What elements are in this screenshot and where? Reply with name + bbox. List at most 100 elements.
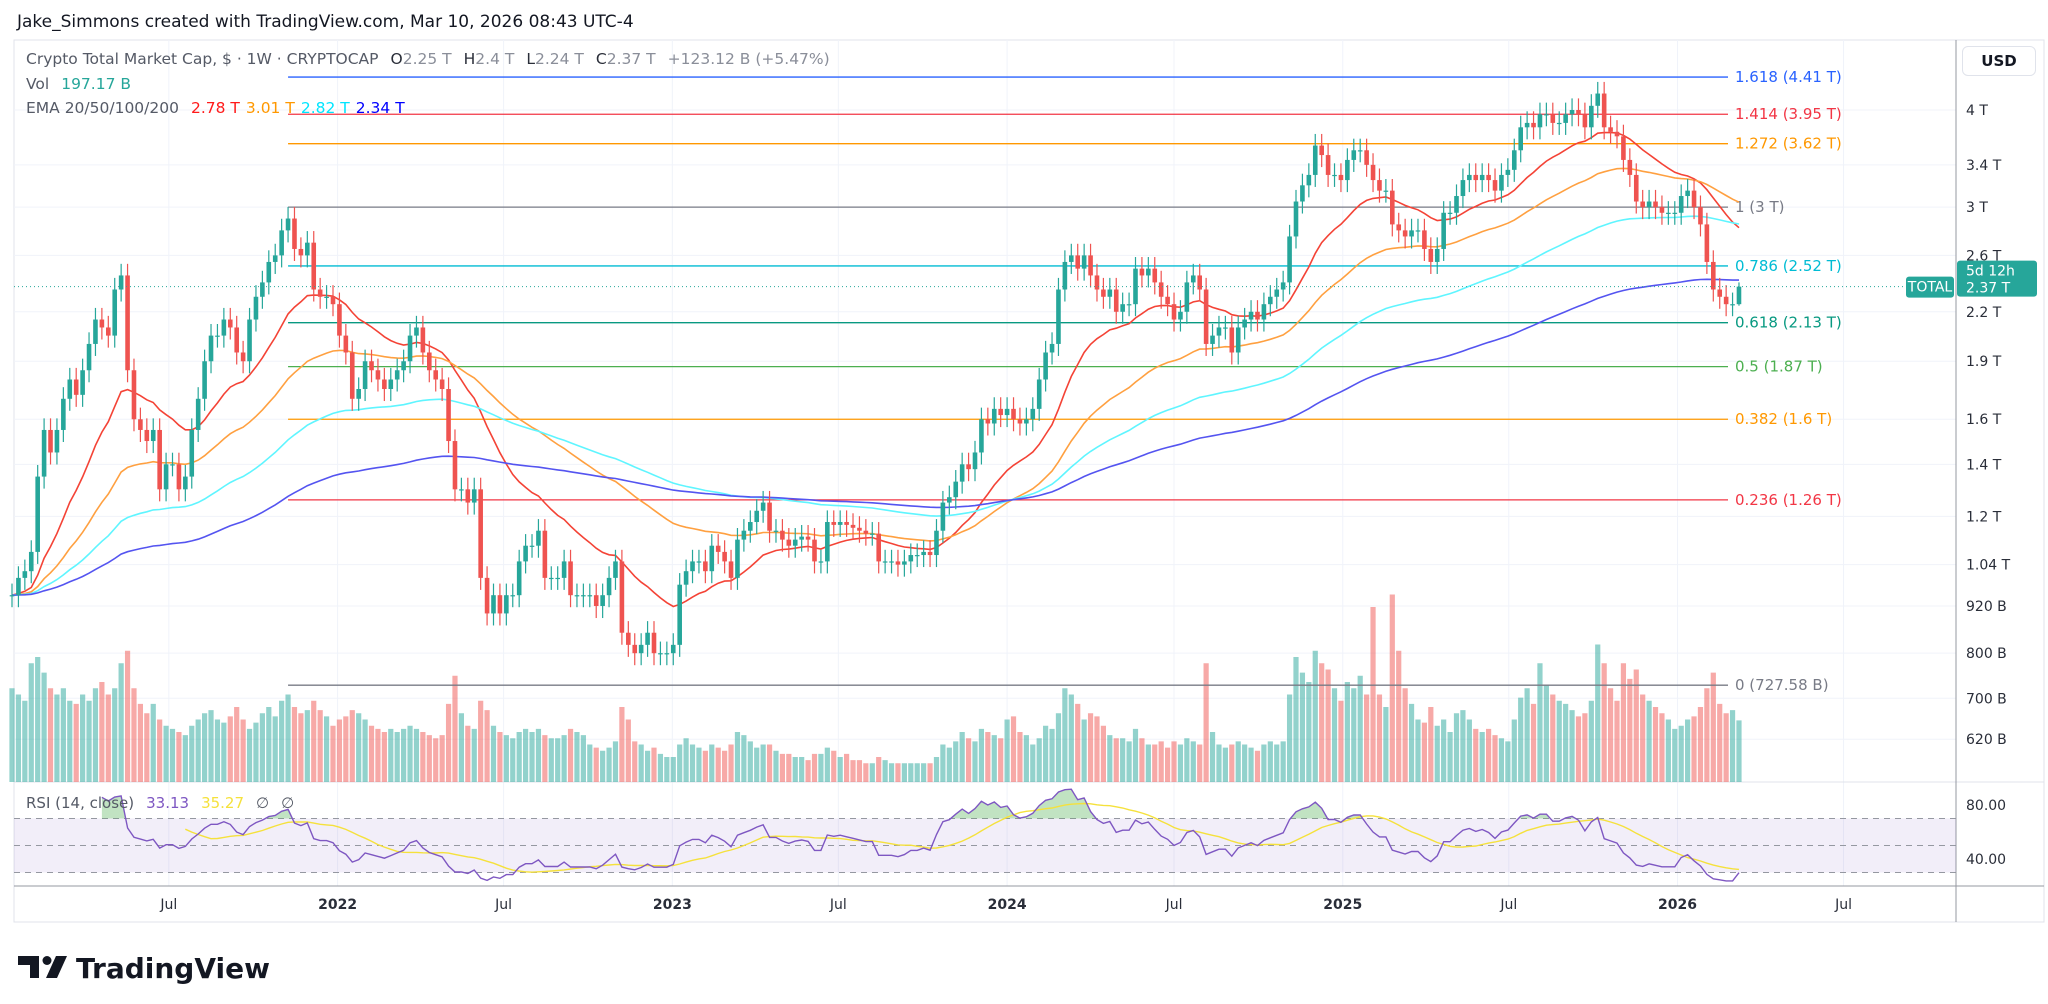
high-label: H — [463, 50, 476, 68]
candle — [1165, 285, 1170, 317]
volume-bar — [1607, 688, 1614, 782]
volume-bar — [1460, 710, 1466, 782]
volume-bar — [208, 710, 214, 782]
price-axis[interactable]: 4 T 3.4 T 3 T 2.6 T 2.2 T 1.9 T 1.6 T 1.4 T 1.2 … — [1966, 103, 2011, 868]
volume-bar — [41, 672, 47, 782]
candle — [369, 349, 374, 383]
candle — [895, 549, 901, 577]
candle-body — [420, 327, 426, 353]
volume-bar — [1563, 703, 1569, 782]
candle — [510, 583, 516, 608]
candle-body — [1184, 282, 1190, 312]
volume-bar — [381, 732, 387, 782]
volume-bar — [998, 738, 1004, 782]
candle-body — [548, 577, 554, 580]
volume-bar — [985, 732, 991, 782]
candle — [67, 367, 73, 411]
volume-bar — [728, 744, 734, 782]
volume-bar — [253, 722, 259, 782]
volume-bar — [734, 732, 741, 782]
volume-bar — [330, 725, 336, 782]
candle — [35, 464, 40, 564]
volume-bar — [927, 763, 933, 782]
volume-bar — [1383, 707, 1389, 782]
candle-body — [1107, 289, 1113, 297]
currency-button[interactable]: USD — [1962, 46, 2036, 76]
candle-body — [908, 555, 914, 562]
volume-bar — [1344, 682, 1350, 782]
symbol-title[interactable]: Crypto Total Market Cap, $ · 1W · CRYPTO… — [26, 50, 379, 68]
symbol-badge-text: TOTAL — [1907, 280, 1953, 296]
time-tick-label: 2026 — [1658, 897, 1697, 913]
volume-bar — [1415, 719, 1421, 782]
candle-body — [914, 555, 920, 557]
candle-body — [1049, 343, 1055, 353]
candle — [183, 464, 188, 502]
open-value: 2.25 T — [402, 50, 452, 68]
volume-bar — [407, 725, 413, 782]
fibonacci-retracement[interactable]: 1.618 (4.41 T) 1.414 (3.95 T) 1.272 (3.62 … — [288, 68, 1842, 694]
candle-body — [837, 522, 843, 525]
candle — [1184, 270, 1190, 324]
candle-body — [1351, 150, 1357, 160]
candle-body — [722, 551, 727, 562]
candle-body — [1056, 289, 1061, 344]
ema-legend[interactable]: EMA 20/50/100/200 2.78 T 3.01 T 2.82 T 2… — [26, 99, 405, 117]
tradingview-logo[interactable]: TradingView — [18, 952, 270, 985]
candle-body — [1197, 275, 1202, 290]
candle-body — [1646, 201, 1652, 208]
candle — [600, 583, 605, 619]
candle — [504, 583, 509, 626]
candle — [1582, 102, 1588, 140]
volume-bar — [1004, 719, 1010, 782]
volume-bar — [1254, 750, 1261, 782]
candle-body — [1633, 174, 1639, 202]
candle — [735, 528, 740, 590]
volume-bar — [837, 757, 843, 782]
candle — [1370, 153, 1376, 193]
volume-bar — [1043, 725, 1049, 782]
candle-body — [362, 361, 368, 390]
candle-body — [857, 527, 862, 531]
candle-body — [337, 304, 342, 336]
candle — [748, 510, 753, 543]
symbol-legend[interactable]: Crypto Total Market Cap, $ · 1W · CRYPTO… — [26, 50, 836, 68]
candle-body — [542, 530, 548, 578]
candle-body — [1190, 275, 1196, 283]
rsi-label: RSI (14, close) — [26, 794, 135, 812]
candle-body — [606, 577, 612, 596]
volume-bar — [863, 763, 869, 782]
volume-bar — [689, 744, 696, 782]
candle-body — [118, 275, 124, 290]
volume-bar — [953, 741, 959, 782]
candle-body — [1460, 180, 1466, 197]
volume-bar — [1299, 672, 1306, 782]
rsi-legend[interactable]: RSI (14, close) 33.13 35.27 ∅ ∅ — [26, 794, 294, 812]
candle — [632, 633, 638, 666]
candle — [754, 499, 760, 535]
volume-bar — [1248, 747, 1254, 782]
volume-bar — [1075, 703, 1081, 782]
volume-bar — [535, 728, 542, 782]
volume-bar — [766, 744, 773, 782]
candle-body — [369, 361, 374, 371]
candle-body — [35, 476, 40, 552]
price-tick-label: 700 B — [1966, 691, 2007, 707]
candle-body — [1672, 212, 1678, 214]
candle — [427, 340, 432, 383]
candle-body — [1479, 174, 1485, 181]
time-axis[interactable]: Jul 2022 Jul 2023 Jul 2024 Jul 2025 Jul 2026 Jul — [159, 897, 1852, 913]
rsi-upper-band-value: ∅ — [256, 794, 270, 812]
candle-body — [1152, 268, 1158, 283]
volume-bar — [1479, 732, 1485, 782]
candle — [542, 519, 548, 590]
candle — [1036, 367, 1042, 421]
volume-bar — [869, 763, 875, 782]
volume-bar — [1627, 678, 1633, 782]
candle — [1415, 218, 1421, 243]
candle — [1332, 163, 1337, 187]
price-tick-label: 2.2 T — [1966, 305, 2002, 321]
volume-legend[interactable]: Vol 197.17 B — [26, 75, 131, 93]
volume-bar — [1145, 744, 1151, 782]
